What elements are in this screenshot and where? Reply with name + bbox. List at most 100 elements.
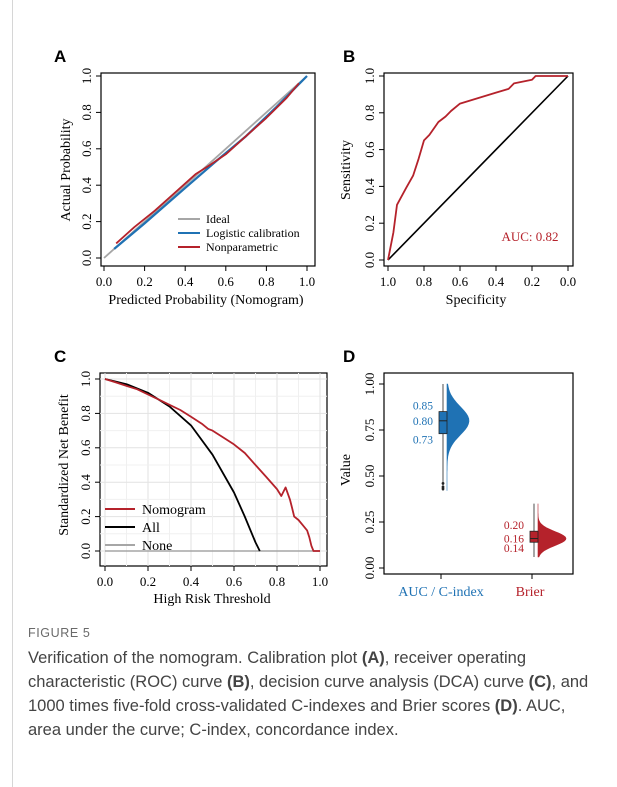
panel-d-frame xyxy=(383,372,574,575)
panel-c-xtick-label: 1.0 xyxy=(312,574,328,589)
caption-ref-a: (A) xyxy=(361,649,385,667)
panel-b-ytick-label: 0.8 xyxy=(362,105,377,121)
panel-c-legend-label: All xyxy=(142,521,160,536)
panel-b-ytick-label: 1.0 xyxy=(362,68,377,84)
panel-d-ytick-label: 0.50 xyxy=(362,465,377,488)
panel-b-xlabel: Specificity xyxy=(446,293,507,308)
panel-a-ytick-label: 0.4 xyxy=(79,177,94,194)
panel-b-xtick-label: 0.2 xyxy=(524,274,540,289)
panel-a-ytick-label: 1.0 xyxy=(79,68,94,84)
panel-b-xtick-label: 0.8 xyxy=(416,274,432,289)
panel-a-series xyxy=(103,75,308,259)
panel-a-legend-label: Logistic calibration xyxy=(206,226,300,240)
panel-b-diagonal-line xyxy=(387,75,569,261)
panel-c-xlabel: High Risk Threshold xyxy=(153,592,270,607)
panel-b-series xyxy=(387,75,569,261)
panel-label-b: B xyxy=(343,47,355,66)
panel-a-ytick-label: 0.8 xyxy=(79,104,94,120)
panel-b-axes: 1.0 0.8 0.6 0.4 0.2 0.0 0.0 0.2 0.4 0.6 0.8 1.0 xyxy=(362,68,576,289)
panel-b-xtick-label: 0.0 xyxy=(560,274,576,289)
panel-d-value-label: 0.16 xyxy=(504,534,524,546)
caption-part-3: , decision curve analysis (DCA) curve xyxy=(249,673,529,691)
panel-d-axes: 0.00 0.25 0.50 0.75 1.00 AUC / C-index Brier xyxy=(362,373,545,600)
panel-d-ytick-label: 0.00 xyxy=(362,557,377,580)
panel-d-box xyxy=(529,530,539,543)
figure-caption: FIGURE 5 Verification of the nomogram. C… xyxy=(28,626,598,742)
panel-d-category-label: Brier xyxy=(516,585,545,600)
panel-c-xtick-label: 0.2 xyxy=(140,574,156,589)
panel-c-ytick-label: 0.4 xyxy=(78,474,93,491)
panel-b-roc-line xyxy=(387,75,568,261)
panel-c-legend-label: None xyxy=(142,539,172,554)
panel-b-ylabel: Sensitivity xyxy=(339,140,354,200)
panel-d-category-label: AUC / C-index xyxy=(398,585,484,600)
panel-c-ytick-label: 0.2 xyxy=(78,508,93,524)
panel-d-value-label: 0.14 xyxy=(504,543,524,555)
caption-ref-d: (D) xyxy=(494,697,518,715)
panel-a-xlabel: Predicted Probability (Nomogram) xyxy=(108,293,304,308)
panel-d-ytick-label: 0.25 xyxy=(362,511,377,534)
panel-d-value-label: 0.80 xyxy=(413,416,433,428)
panel-c-series-nomogram-line xyxy=(104,378,320,552)
panel-c-ytick-label: 0.0 xyxy=(78,543,93,559)
panel-d-violin-auc xyxy=(446,383,470,491)
panel-d-ytick-label: 0.75 xyxy=(362,419,377,442)
panel-a-xtick-label: 1.0 xyxy=(299,274,315,289)
panel-b-xtick-label: 1.0 xyxy=(380,274,396,289)
caption-part-2: , receiver operating characteristic (ROC… xyxy=(28,649,526,691)
panel-d-series: 0.85 0.80 0.73 0.20 0.160.14 xyxy=(413,383,567,558)
panel-d-box xyxy=(438,411,448,435)
panel-b-ytick-label: 0.0 xyxy=(362,252,377,268)
panel-b: B 1.0 0.8 0.6 0.4 0.2 0.0 0.0 0.2 0.4 0.6 0.8 1.0 A… xyxy=(339,47,576,308)
panel-c-xtick-label: 0.0 xyxy=(97,574,113,589)
panel-label-a: A xyxy=(54,47,66,66)
panel-a-xtick-label: 0.8 xyxy=(258,274,274,289)
panel-b-ytick-label: 0.2 xyxy=(362,215,377,231)
panel-c-axes: 0.0 0.2 0.4 0.6 0.8 1.0 0.0 0.2 0.4 0.6 0.8 1.0 xyxy=(78,371,328,589)
panel-a-ytick-label: 0.0 xyxy=(79,250,94,266)
panel-d-violin-brier xyxy=(537,503,567,558)
panel-a-frame xyxy=(100,72,316,267)
panel-d: D 0.850.800.730.200.160.14 0.000.250.500… xyxy=(339,347,574,600)
caption-part-1: Verification of the nomogram. Calibratio… xyxy=(28,649,362,667)
panel-a-series-nonparametric-line xyxy=(115,82,300,245)
caption-ref-c: (C) xyxy=(528,673,552,691)
panel-c-xtick-label: 0.6 xyxy=(226,574,243,589)
panel-d-value-label: 0.73 xyxy=(413,435,433,447)
caption-part-5: . AUC, area under the curve; C-index, co… xyxy=(28,697,566,739)
panel-a-axes: 0.0 0.2 0.4 0.6 0.8 1.0 0.0 0.2 0.4 0.6 0.8 1.0 xyxy=(79,68,315,289)
panel-d-outlier-point xyxy=(441,487,445,491)
caption-label: FIGURE 5 xyxy=(28,626,91,640)
caption-part-4: , and 1000 times five-fold cross-validat… xyxy=(28,673,589,715)
panel-c-legend-label: Nomogram xyxy=(142,503,206,518)
panel-b-frame xyxy=(383,72,574,267)
figure-svg: A 0.0 0.2 0.4 0.6 0.8 1.00.00.20.40.60.81.0 I… xyxy=(54,47,576,607)
panel-c-ytick-label: 0.8 xyxy=(78,405,93,421)
panel-c-xtick-label: 0.4 xyxy=(183,574,200,589)
caption-ref-b: (B) xyxy=(226,673,250,691)
panel-d-ylabel: Value xyxy=(339,454,354,486)
panel-a-legend-label: Ideal xyxy=(206,212,231,226)
panel-b-ytick-label: 0.4 xyxy=(362,178,377,195)
panel-c-ytick-label: 1.0 xyxy=(78,371,93,387)
panel-a-ytick-label: 0.6 xyxy=(79,140,94,157)
panel-c: C 0.0 0.2 0.4 0.6 0.8 1.0 0.0 0.2 0.4 0.6 0.8 1.0 N… xyxy=(54,347,328,607)
panel-b-xtick-label: 0.6 xyxy=(452,274,469,289)
panel-label-d: D xyxy=(343,347,355,366)
panel-a-xtick-label: 0.0 xyxy=(96,274,112,289)
panel-b-ytick-label: 0.6 xyxy=(362,141,377,158)
panel-d-value-label: 0.20 xyxy=(504,520,524,532)
caption-text: Verification of the nomogram. Calibratio… xyxy=(28,646,598,742)
panel-c-ylabel: Standardized Net Benefit xyxy=(57,394,72,536)
panel-a-xtick-label: 0.2 xyxy=(136,274,152,289)
panel-a: A 0.0 0.2 0.4 0.6 0.8 1.0 0.0 0.2 0.4 0.6 0.8 1.0 I… xyxy=(54,47,316,308)
panel-a-ytick-label: 0.2 xyxy=(79,213,94,229)
panel-label-c: C xyxy=(54,347,66,366)
panel-a-legend-label: Nonparametric xyxy=(206,240,278,254)
panel-d-value-label: 0.85 xyxy=(413,401,433,413)
panel-a-xtick-label: 0.4 xyxy=(177,274,194,289)
panel-c-series xyxy=(104,378,320,552)
panel-c-xtick-label: 0.8 xyxy=(269,574,285,589)
panel-d-ytick-label: 1.00 xyxy=(362,373,377,396)
